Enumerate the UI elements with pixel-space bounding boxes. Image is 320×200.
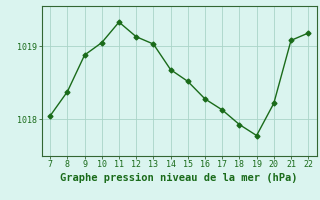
X-axis label: Graphe pression niveau de la mer (hPa): Graphe pression niveau de la mer (hPa) [60,173,298,183]
